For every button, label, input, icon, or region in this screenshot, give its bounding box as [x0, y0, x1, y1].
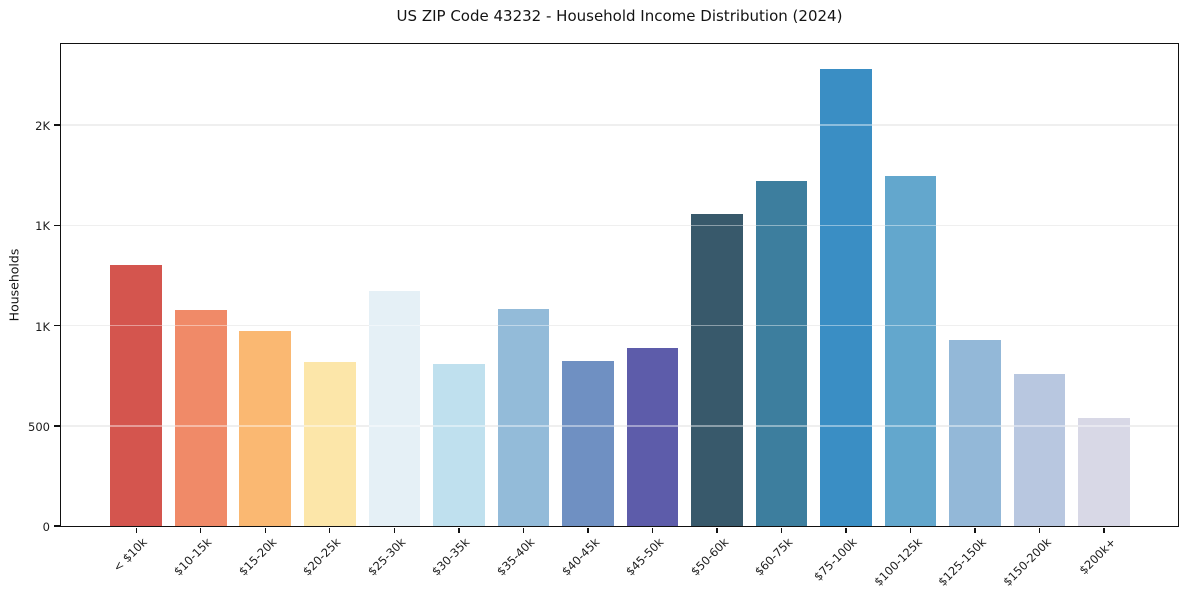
- gridline: [61, 224, 1178, 227]
- x-tick-label: $150-200k: [999, 535, 1054, 589]
- x-tick-label: $40-45k: [558, 535, 602, 579]
- bar-25-30k: [368, 290, 421, 526]
- y-tick-mark: [53, 324, 60, 327]
- x-tick-mark: [200, 527, 202, 533]
- bar-150-200k: [1013, 373, 1066, 526]
- bar-60-75k: [755, 181, 808, 526]
- x-tick-label: $60-75k: [751, 535, 796, 579]
- bar-10k: [110, 265, 162, 526]
- x-tick-label: < $10k: [110, 535, 151, 575]
- x-tick-mark: [135, 527, 137, 533]
- y-tick-mark: [53, 224, 60, 227]
- y-tick-label: 0: [42, 520, 50, 534]
- x-tick-label: $200k+: [1075, 535, 1119, 578]
- x-tick-label: $75-100k: [811, 535, 860, 584]
- bar-30-35k: [433, 363, 485, 526]
- y-axis-label: Households: [6, 248, 22, 322]
- x-tick-mark: [587, 527, 589, 533]
- x-tick-mark: [651, 527, 654, 533]
- x-tick-mark: [845, 527, 847, 533]
- gridline-overlay: [61, 324, 1178, 327]
- gridline-overlay: [61, 124, 1178, 126]
- x-tick-mark: [522, 527, 525, 533]
- bar-50-60k: [691, 214, 743, 526]
- gridline: [61, 124, 1178, 126]
- x-tick-mark: [264, 527, 266, 533]
- bar-40-45k: [562, 360, 614, 526]
- gridline-overlay: [61, 224, 1178, 227]
- x-tick-label: $45-50k: [622, 535, 667, 579]
- gridline: [61, 324, 1178, 327]
- bar-45-50k: [626, 347, 679, 526]
- x-tick-mark: [1038, 527, 1041, 533]
- bar-200k: [1078, 417, 1130, 526]
- x-tick-label: $100-125k: [870, 535, 925, 589]
- y-tick-label: 1K: [35, 319, 50, 334]
- bar-20-25k: [303, 361, 356, 526]
- y-tick-label: 2K: [35, 119, 50, 134]
- gridline-overlay: [61, 425, 1178, 427]
- x-tick-mark: [458, 527, 460, 533]
- y-tick-mark: [53, 124, 60, 126]
- bar-10-15k: [174, 309, 227, 526]
- chart-title: US ZIP Code 43232 - Household Income Dis…: [396, 7, 843, 25]
- bar-125-150k: [949, 339, 1001, 526]
- x-tick-label: $35-40k: [493, 535, 538, 579]
- x-tick-mark: [780, 527, 783, 533]
- x-tick-mark: [393, 527, 395, 533]
- x-tick-label: $15-20k: [235, 535, 280, 579]
- x-tick-label: $20-25k: [300, 535, 344, 579]
- x-tick-mark: [909, 527, 912, 533]
- x-tick-mark: [1103, 527, 1105, 533]
- bar-100-125k: [884, 176, 937, 526]
- x-tick-label: $50-60k: [687, 535, 731, 579]
- x-tick-mark: [974, 527, 976, 533]
- bar-15-20k: [239, 330, 292, 526]
- x-tick-mark: [716, 527, 718, 533]
- gridline: [61, 425, 1178, 427]
- bar-35-40k: [497, 308, 550, 526]
- x-tick-label: $10-15k: [171, 535, 215, 579]
- x-tick-mark: [329, 527, 331, 533]
- x-tick-label: $25-30k: [364, 535, 409, 579]
- y-tick-label: 1K: [35, 219, 50, 234]
- bar-75-100k: [820, 69, 872, 526]
- y-tick-label: 500: [28, 419, 50, 434]
- x-tick-label: $30-35k: [429, 535, 473, 579]
- plot-area: 0 500 1K 1K 2K < $10k $10-15k $15-20k $20-25k $25…: [28, 43, 1179, 589]
- x-tick-label: $125-150k: [935, 535, 989, 589]
- y-tick-mark: [53, 425, 60, 427]
- y-tick-mark: [53, 525, 60, 527]
